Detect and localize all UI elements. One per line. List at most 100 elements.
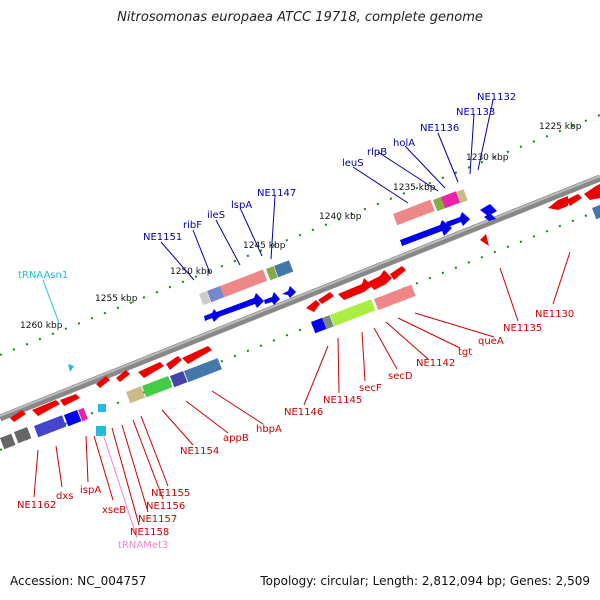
gene-label: ileS [207,210,225,221]
gene-label: NE1133 [456,107,495,118]
gene-label: NE1145 [323,395,362,406]
reverse-gene-arrow [32,400,60,416]
kbp-label: 1235 kbp [393,183,436,193]
gene-blocks [0,184,600,450]
map-title: Nitrosomonas europaea ATCC 19718, comple… [117,10,483,25]
gene-block [393,199,435,226]
gene-label: lspA [231,200,252,211]
genome-backbone [0,174,600,422]
gene-label: NE1146 [284,407,323,418]
gene-label: tRNAAsn1 [18,270,68,281]
gene-label: secD [388,371,413,382]
kbp-label: 1225 kbp [539,122,582,132]
forward-gene-arrow [214,293,264,318]
gene-block [169,370,188,388]
reverse-gene-arrow [182,346,212,364]
gene-label: ispA [80,485,101,496]
gene-block [96,426,106,436]
gene-label: NE1142 [416,358,455,369]
gene-block [207,285,225,303]
gene-label: NE1132 [477,92,516,103]
gene-block [198,291,211,306]
gene-block [141,375,173,398]
kbp-label: 1245 kbp [243,241,286,251]
forward-gene-arrow [400,220,452,246]
reverse-gene-arrow [318,292,334,304]
gene-block [98,404,106,412]
genome-backbone-highlight [0,175,600,417]
kbp-label: 1260 kbp [20,321,63,331]
gene-label: NE1151 [143,232,182,243]
reverse-gene-arrow [306,300,320,312]
gene-block [78,407,88,422]
gene-label: NE1154 [180,446,219,457]
gene-block [220,269,268,298]
accession-text: Accession: NC_004757 [10,574,147,588]
gene-block [456,189,468,204]
gene-label: dxs [56,491,73,502]
gene-block [592,204,600,220]
gene-block [266,266,278,281]
tick-tracks [0,114,600,451]
gene-label: NE1158 [130,527,169,538]
reverse-gene-arrow [390,266,406,280]
lower-tick-track [0,209,600,451]
gene-label: NE1147 [257,188,296,199]
bottom-gene-labels: NE1130 NE1135 queA tgt NE1142 secD secF … [17,309,574,551]
label-leaders [33,99,571,539]
gene-label: NE1136 [420,123,459,134]
kbp-label: 1255 kbp [95,294,138,304]
gene-block [311,317,327,334]
kbp-scale-labels: 1225 kbp 1230 kbp 1235 kbp 1240 kbp 1245… [20,122,582,331]
top-gene-labels: NE1132 NE1133 NE1136 holA rlpB leuS NE11… [18,92,516,281]
gene-label: ribF [183,220,202,231]
gene-label: NE1155 [151,488,190,499]
gene-block [441,191,461,209]
kbp-label: 1250 kbp [170,267,213,277]
gene-label: leuS [342,158,364,169]
forward-gene-arrow [264,292,280,305]
trna-marker [68,364,74,372]
gene-label: tRNAMet3 [118,540,168,551]
gene-label: rlpB [367,147,387,158]
kbp-label: 1230 kbp [466,153,509,163]
gene-label: NE1157 [138,514,177,525]
reverse-gene-arrow [584,184,600,200]
forward-gene-arrow [282,286,296,298]
reverse-gene-arrow [138,362,164,378]
gene-label: hbpA [256,424,282,435]
forward-gene-arrow [480,204,497,216]
reverse-gene-arrow [10,410,26,422]
reverse-gene-arrow [166,356,182,370]
reverse-gene-arrow [480,234,489,246]
gene-block [184,358,222,383]
upper-tick-track [0,114,600,356]
reverse-gene-arrow [548,196,568,210]
gene-label: holA [393,138,415,149]
gene-label: appB [223,433,249,444]
gene-block [13,426,32,444]
reverse-gene-arrow [116,370,130,382]
gene-label: queA [478,336,504,347]
reverse-gene-arrow [338,278,372,300]
gene-label: NE1162 [17,500,56,511]
gene-label: NE1130 [535,309,574,320]
gene-label: NE1135 [503,323,542,334]
gene-label: NE1156 [146,501,185,512]
gene-block [126,386,146,404]
gene-label: xseB [102,505,126,516]
gene-block [0,433,16,450]
gene-block [274,260,294,278]
gene-block [64,409,82,427]
gene-label: secF [359,383,382,394]
reverse-gene-arrow [566,194,582,206]
gene-block [322,315,334,330]
gene-label: tgt [458,347,472,358]
forward-gene-arrow [446,212,470,227]
reverse-gene-arrow [96,376,110,388]
reverse-gene-arrow [368,270,392,290]
gene-block [329,299,376,327]
genome-summary-text: Topology: circular; Length: 2,812,094 bp… [260,574,590,588]
reverse-gene-arrow [60,394,80,406]
